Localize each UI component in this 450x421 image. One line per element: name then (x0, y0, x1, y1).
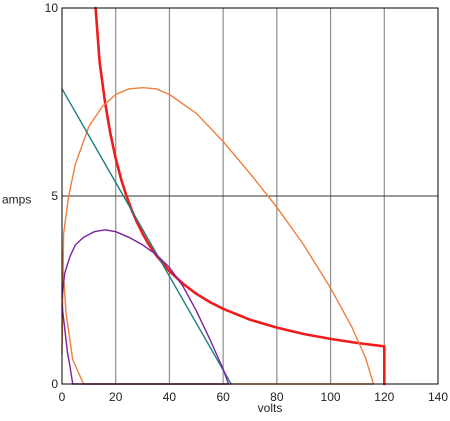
x-tick-label: 140 (428, 390, 448, 404)
plot-frame (61, 7, 439, 385)
grid (62, 8, 438, 384)
y-tick-label: 10 (45, 1, 59, 15)
series-line-2 (61, 87, 375, 385)
tick-labels: 0 20 40 60 80 100 120 140 0 5 10 (45, 1, 449, 404)
x-tick-label: 100 (321, 390, 341, 404)
y-tick-label: 0 (51, 377, 58, 391)
x-tick-label: 40 (163, 390, 177, 404)
y-axis-label: amps (2, 193, 31, 207)
axes (61, 7, 439, 385)
x-tick-label: 0 (59, 390, 66, 404)
x-axis-label: volts (258, 401, 283, 415)
y-tick-label: 5 (51, 189, 58, 203)
series-line-3 (61, 88, 232, 385)
x-tick-label: 60 (216, 390, 230, 404)
series-line-4 (61, 229, 230, 385)
x-tick-label: 20 (109, 390, 123, 404)
x-tick-label: 120 (374, 390, 394, 404)
x-tick-label: 80 (270, 390, 284, 404)
